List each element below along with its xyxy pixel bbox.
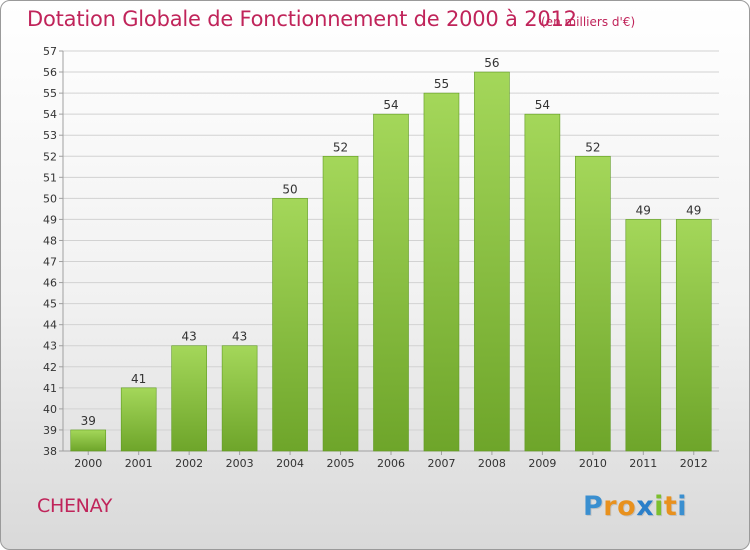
bar-2004[interactable]: [272, 198, 308, 452]
x-tick-label: 2005: [327, 457, 355, 470]
proxiti-logo[interactable]: Proxiti: [583, 491, 687, 522]
data-label-2007: 55: [434, 77, 449, 91]
x-tick-label: 2006: [377, 457, 405, 470]
logo-letter: o: [617, 491, 637, 522]
bar-2006[interactable]: [373, 113, 409, 452]
logo-letter: x: [636, 491, 655, 522]
data-label-2002: 43: [182, 330, 197, 344]
y-tick-label: 39: [43, 424, 57, 437]
bar-2011[interactable]: [625, 219, 662, 452]
data-label-2009: 54: [535, 98, 550, 112]
y-tick-label: 57: [43, 45, 57, 58]
x-tick-label: 2009: [528, 457, 556, 470]
data-label-2000: 39: [81, 414, 96, 428]
logo-letter: i: [677, 491, 688, 522]
bar-2002[interactable]: [171, 345, 207, 452]
data-label-2011: 49: [636, 203, 651, 217]
data-label-2004: 50: [282, 182, 297, 196]
bar-2009[interactable]: [524, 113, 561, 452]
data-label-2012: 49: [686, 203, 701, 217]
y-tick-label: 56: [43, 66, 57, 79]
data-label-2001: 41: [131, 372, 146, 386]
y-tick-label: 44: [43, 319, 57, 332]
data-label-2005: 52: [333, 140, 348, 154]
bar-2001[interactable]: [120, 387, 157, 452]
x-tick-label: 2012: [680, 457, 708, 470]
location-name: CHENAY: [37, 495, 113, 517]
x-tick-label: 2003: [226, 457, 254, 470]
bar-2012[interactable]: [675, 219, 712, 452]
bar-2010[interactable]: [575, 155, 611, 452]
x-tick-label: 2000: [74, 457, 102, 470]
y-tick-label: 46: [43, 277, 57, 290]
x-tick-label: 2008: [478, 457, 506, 470]
y-tick-label: 38: [43, 445, 57, 458]
data-label-2003: 43: [232, 330, 247, 344]
x-tick-label: 2002: [175, 457, 203, 470]
y-tick-label: 42: [43, 361, 57, 374]
y-tick-label: 47: [43, 256, 57, 269]
bar-2008[interactable]: [474, 71, 510, 452]
y-tick-label: 55: [43, 87, 57, 100]
x-tick-label: 2011: [629, 457, 657, 470]
y-tick-label: 43: [43, 340, 57, 353]
chart-title: Dotation Globale de Fonctionnement de 20…: [27, 7, 577, 31]
bar-2005[interactable]: [322, 155, 359, 452]
logo-letter: P: [583, 491, 604, 522]
tick-labels: 38 39 40 41 42 43 44 45 46 47 48 49 50 51 52 53 54 55 56 57…: [43, 45, 708, 470]
x-tick-label: 2004: [276, 457, 304, 470]
y-tick-label: 53: [43, 129, 57, 142]
y-tick-label: 48: [43, 234, 57, 247]
y-tick-label: 49: [43, 213, 57, 226]
y-tick-label: 50: [43, 192, 57, 205]
y-tick-label: 51: [43, 171, 57, 184]
logo-letter: i: [654, 491, 664, 522]
data-label-2010: 52: [585, 140, 600, 154]
logo-letter: t: [663, 491, 678, 522]
y-tick-label: 40: [43, 403, 57, 416]
y-tick-label: 41: [43, 382, 57, 395]
x-tick-label: 2007: [427, 457, 455, 470]
bars: [70, 71, 712, 452]
y-tick-label: 52: [43, 150, 57, 163]
logo-letter: r: [603, 491, 618, 522]
data-label-2006: 54: [383, 98, 398, 112]
data-label-2008: 56: [484, 56, 499, 70]
y-tick-label: 54: [43, 108, 57, 121]
bar-2000[interactable]: [70, 429, 107, 452]
y-tick-label: 45: [43, 298, 57, 311]
x-tick-label: 2001: [125, 457, 153, 470]
x-tick-label: 2010: [579, 457, 607, 470]
data-labels: 39 41 43 43 50 52 54 55 56 54 52 49 49: [81, 56, 702, 428]
chart-unit: (en milliers d'€): [541, 15, 636, 29]
bar-2003[interactable]: [221, 345, 258, 452]
bar-2007[interactable]: [423, 92, 460, 452]
